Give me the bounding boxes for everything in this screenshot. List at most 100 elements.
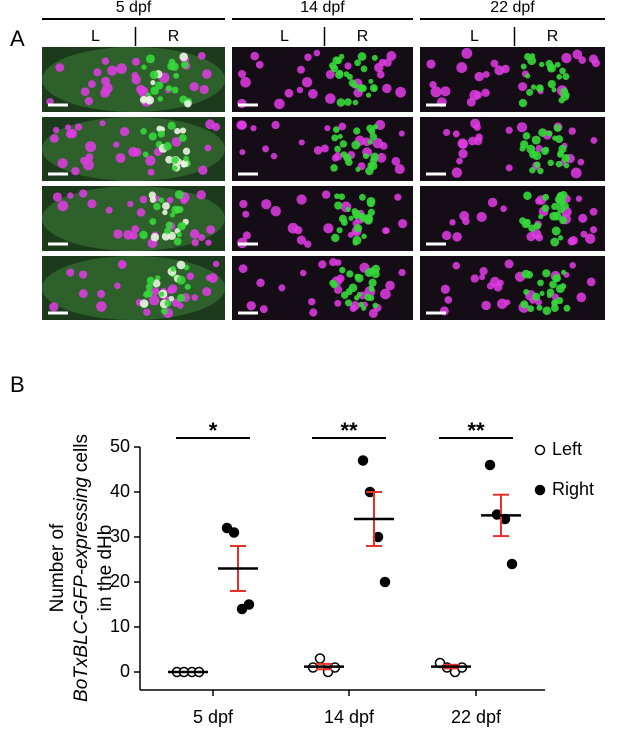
cell-magenta <box>569 262 577 269</box>
cell-magenta <box>97 289 106 299</box>
column-header: 22 dpf <box>490 0 535 16</box>
cell-magenta <box>470 274 479 283</box>
cell-magenta <box>516 122 528 133</box>
cell-green <box>344 98 352 106</box>
cell-green <box>344 299 353 307</box>
cell-green <box>550 304 559 313</box>
cell-magenta <box>250 125 257 132</box>
legend-label: Right <box>552 479 594 499</box>
cell-magenta <box>287 222 299 234</box>
cell-magenta <box>586 277 596 287</box>
cell-green <box>368 278 377 287</box>
cell-green <box>167 121 176 130</box>
cell-green <box>179 127 187 134</box>
cell-green <box>529 167 536 174</box>
cell-green <box>538 214 544 220</box>
cell-magenta <box>96 301 107 312</box>
cell-magenta <box>101 57 110 65</box>
cell-green <box>361 233 367 240</box>
cell-magenta <box>237 69 247 79</box>
cell-magenta <box>333 152 343 161</box>
cell-green <box>340 291 349 299</box>
cell-magenta <box>202 69 212 79</box>
cell-green <box>170 62 179 71</box>
panel-label: A <box>10 26 25 51</box>
cell-green <box>171 86 179 94</box>
cell-magenta <box>535 233 544 242</box>
cell-green <box>536 304 543 311</box>
cell-green <box>174 127 181 135</box>
cell-green <box>354 59 361 67</box>
cell-magenta <box>504 299 511 306</box>
cell-green <box>150 232 160 242</box>
cell-magenta <box>382 83 392 94</box>
cell-magenta <box>49 134 59 143</box>
cell-green <box>552 135 558 141</box>
cell-green <box>542 193 550 201</box>
cell-green <box>329 62 337 70</box>
cell-magenta <box>242 231 251 240</box>
cell-green <box>336 98 346 107</box>
cell-green <box>332 56 341 65</box>
cell-green <box>355 166 361 173</box>
cell-magenta <box>189 82 199 92</box>
cell-magenta <box>442 128 451 137</box>
cell-green <box>523 191 532 201</box>
cell-magenta <box>147 168 155 176</box>
cell-magenta <box>590 137 598 144</box>
cell-magenta <box>65 124 72 131</box>
cell-magenta <box>320 144 329 153</box>
cell-green <box>538 128 547 137</box>
cell-green <box>371 54 378 61</box>
cell-magenta <box>576 292 587 303</box>
cell-magenta <box>479 267 488 276</box>
cell-green <box>179 52 188 62</box>
cell-magenta <box>368 308 378 318</box>
cell-green <box>556 74 563 80</box>
cell-green <box>553 124 562 132</box>
cell-green <box>159 291 165 297</box>
cell-magenta <box>395 86 406 98</box>
cell-magenta <box>198 165 208 176</box>
cell-green <box>162 202 170 210</box>
cell-magenta <box>78 289 88 299</box>
cell-magenta <box>85 141 97 153</box>
cell-magenta <box>394 164 405 175</box>
cell-green <box>179 222 187 229</box>
cell-green <box>556 193 562 200</box>
y-axis-label-part: cells <box>71 434 92 472</box>
side-label: L <box>280 28 289 45</box>
cell-green <box>149 218 157 225</box>
cell-green <box>535 84 544 93</box>
legend-marker <box>534 444 546 456</box>
cell-magenta <box>262 145 270 153</box>
micrograph <box>42 47 225 112</box>
cell-green <box>334 201 343 210</box>
cell-green <box>330 164 338 172</box>
x-tick-label: 5 dpf <box>193 707 234 727</box>
cell-green <box>546 293 553 299</box>
cell-magenta <box>570 167 582 179</box>
cell-magenta <box>470 118 481 129</box>
cell-magenta <box>578 56 587 64</box>
cell-magenta <box>239 149 246 156</box>
cell-magenta <box>313 146 323 155</box>
cell-magenta <box>568 235 578 245</box>
cell-magenta <box>494 65 505 76</box>
cell-magenta <box>250 51 260 61</box>
cell-magenta <box>297 65 305 74</box>
data-point <box>506 558 518 570</box>
y-tick-label: 40 <box>110 481 130 501</box>
cell-green <box>170 266 177 272</box>
cell-green <box>562 73 570 81</box>
micrograph <box>232 186 413 251</box>
cell-green <box>178 134 187 142</box>
cell-magenta <box>386 51 397 61</box>
cell-magenta <box>518 82 528 92</box>
cell-green <box>529 150 538 159</box>
cell-green <box>523 218 531 226</box>
cell-green <box>336 227 343 234</box>
y-tick-label: 20 <box>110 571 130 591</box>
cell-green <box>160 307 168 315</box>
